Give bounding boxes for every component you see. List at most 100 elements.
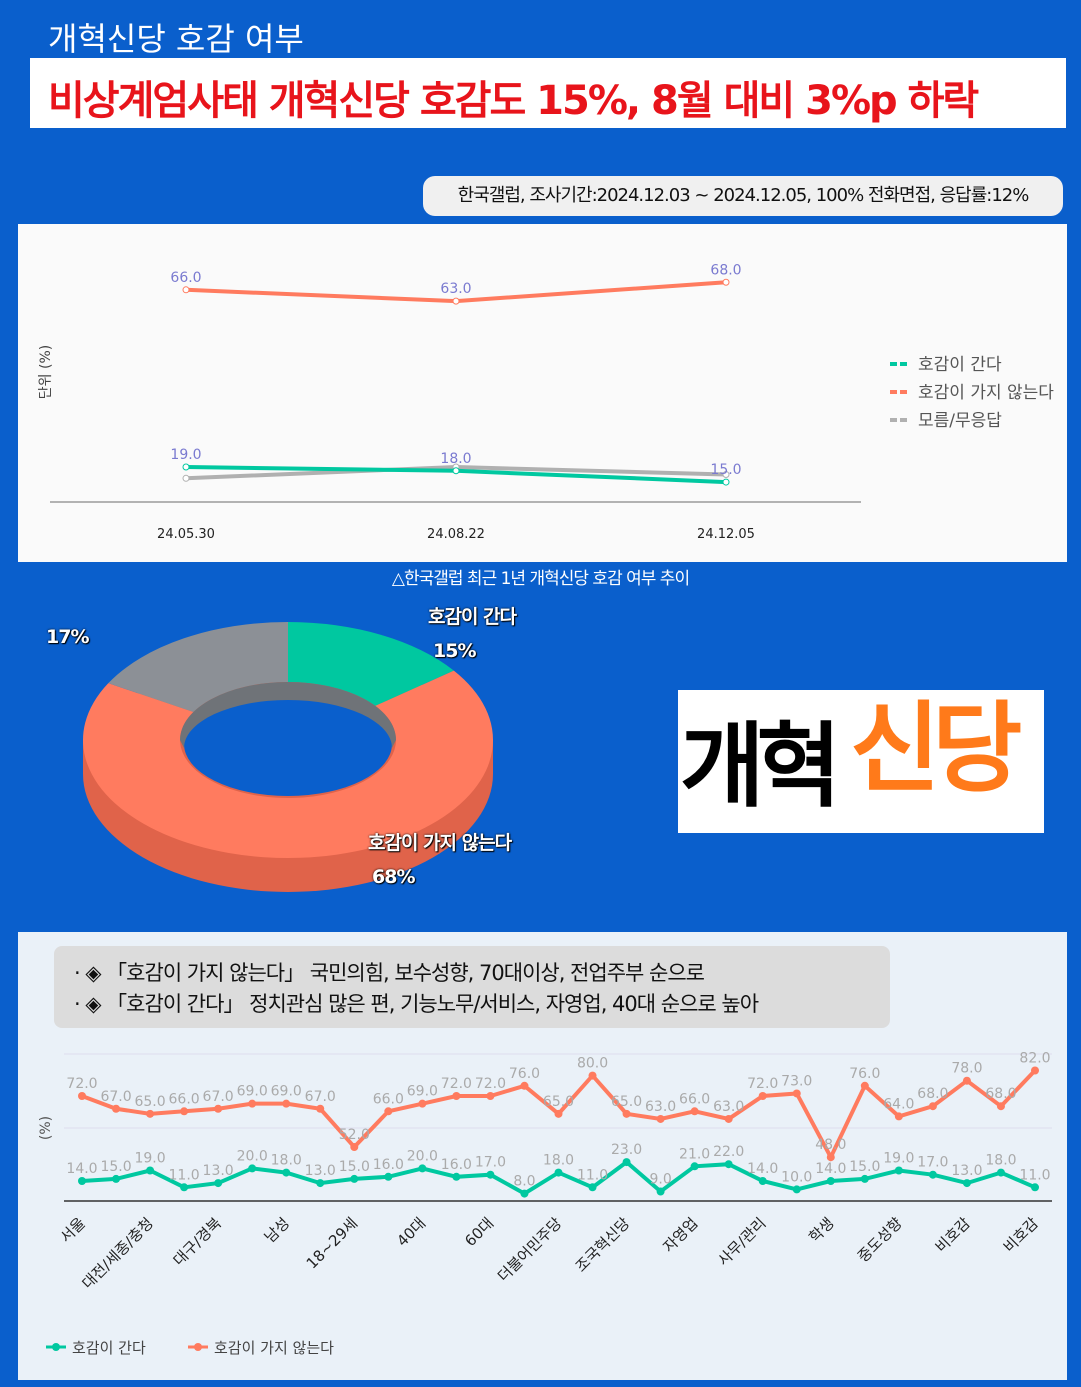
data-point [180, 1183, 189, 1192]
data-point [384, 1107, 393, 1116]
x-tick-label: 자영업 [659, 1214, 701, 1256]
data-point [860, 1081, 869, 1090]
data-label: 66.0 [679, 1091, 710, 1107]
x-tick-label: 24.05.30 [157, 527, 215, 542]
pie-value-unknown: 17% [46, 626, 89, 648]
data-label: 48.0 [815, 1137, 846, 1153]
data-label: 76.0 [509, 1066, 540, 1082]
data-label: 80.0 [577, 1056, 608, 1072]
data-label: 66.0 [169, 1091, 200, 1107]
data-point [722, 471, 730, 479]
data-label: 73.0 [781, 1073, 812, 1089]
data-point [248, 1099, 257, 1108]
summary-box: · ◈ 「호감이 가지 않는다」 국민의힘, 보수성향, 70대이상, 전업주부… [54, 946, 890, 1028]
legend-swatch [52, 1343, 60, 1351]
data-label: 16.0 [373, 1157, 404, 1173]
x-tick-label: 사무/관리 [714, 1214, 769, 1269]
data-point [622, 1109, 631, 1118]
data-label: 69.0 [271, 1084, 302, 1100]
data-label: 63.0 [440, 281, 471, 297]
data-point [316, 1104, 325, 1113]
data-label: 20.0 [237, 1148, 268, 1164]
data-point [282, 1168, 291, 1177]
data-label: 18.0 [440, 451, 471, 467]
data-label: 76.0 [849, 1066, 880, 1082]
data-point [758, 1177, 767, 1185]
data-point [690, 1162, 699, 1171]
data-point [78, 1092, 86, 1100]
data-label: 63.0 [713, 1099, 744, 1115]
data-point [452, 1172, 461, 1181]
donut-chart [83, 622, 493, 892]
data-label: 67.0 [305, 1089, 336, 1105]
data-label: 10.0 [781, 1169, 812, 1185]
data-label: 72.0 [441, 1076, 472, 1092]
data-point [350, 1174, 359, 1183]
x-tick-label: 남성 [261, 1214, 293, 1246]
data-label: 65.0 [134, 1094, 165, 1110]
data-point [792, 1185, 801, 1194]
data-label: 65.0 [543, 1094, 574, 1110]
x-tick-label: 학생 [805, 1214, 837, 1246]
data-label: 11.0 [169, 1167, 200, 1183]
data-point [384, 1172, 393, 1181]
legend-swatch [194, 1343, 202, 1351]
data-point [146, 1166, 155, 1175]
data-label: 72.0 [747, 1076, 778, 1092]
data-label: 15.0 [100, 1159, 131, 1175]
data-point [520, 1081, 529, 1090]
summary-line: · ◈ 「호감이 가지 않는다」 국민의힘, 보수성향, 70대이상, 전업주부… [74, 961, 705, 985]
data-point [1031, 1066, 1039, 1075]
data-label: 17.0 [917, 1155, 948, 1171]
demographic-chart-svg: (%)14.0 15.019.011.0 13.020.0 18.013.0 15.0 1… [38, 1051, 1052, 1357]
data-label: 14.0 [66, 1161, 97, 1177]
data-point [724, 1114, 733, 1123]
data-point [554, 1109, 563, 1118]
data-label: 18.0 [543, 1153, 574, 1169]
x-tick-label: 18~29세 [303, 1214, 361, 1272]
data-point [486, 1092, 495, 1100]
data-label: 23.0 [611, 1142, 642, 1158]
data-point [860, 1174, 869, 1183]
x-tick-label: 대전/세종/충청 [78, 1214, 156, 1292]
data-label: 82.0 [1019, 1051, 1050, 1067]
data-label: 13.0 [951, 1163, 982, 1179]
data-label: 78.0 [951, 1061, 982, 1077]
data-label: 69.0 [407, 1084, 438, 1100]
x-tick-label: 40대 [393, 1214, 429, 1250]
y-axis-label: 단위 (%) [38, 345, 54, 399]
summary-line: · ◈ 「호감이 간다」 정치관심 많은 편, 기능노무/서비스, 자영업, 4… [74, 992, 759, 1016]
donut-inner-wall [180, 682, 396, 748]
data-point [962, 1179, 971, 1188]
headline-box: 비상계엄사태 개혁신당 호감도 15%, 8월 대비 3%p 하락 [30, 58, 1066, 128]
data-point [418, 1164, 427, 1173]
data-label: 68.0 [917, 1086, 948, 1102]
data-label: 8.0 [513, 1174, 535, 1190]
data-point [182, 474, 190, 482]
x-tick-label: 60대 [461, 1214, 497, 1250]
data-label: 63.0 [645, 1099, 676, 1115]
pie-value-like: 15% [433, 640, 476, 662]
data-label: 19.0 [134, 1151, 165, 1167]
topic-title: 개혁신당 호감 여부 [48, 20, 304, 58]
data-point [656, 1187, 665, 1196]
x-tick-label: 24.12.05 [697, 527, 755, 542]
data-point [962, 1076, 971, 1085]
data-label: 72.0 [475, 1076, 506, 1092]
data-point [146, 1109, 155, 1118]
data-label: 15.0 [849, 1159, 880, 1175]
x-tick-label: 중도성향 [854, 1214, 906, 1266]
data-point [1031, 1183, 1039, 1192]
svg-text:개혁: 개혁 [680, 713, 833, 820]
data-point [182, 463, 190, 471]
data-point [996, 1168, 1005, 1177]
data-point [554, 1168, 563, 1177]
data-label: 72.0 [66, 1076, 97, 1092]
data-point [78, 1177, 86, 1185]
legend-label: 호감이 가지 않는다 [214, 1339, 334, 1357]
data-point [214, 1104, 223, 1113]
data-point [248, 1164, 257, 1173]
data-point [826, 1177, 835, 1185]
donut-hole [184, 692, 392, 796]
party-logo: 개혁 신당 [678, 690, 1044, 833]
